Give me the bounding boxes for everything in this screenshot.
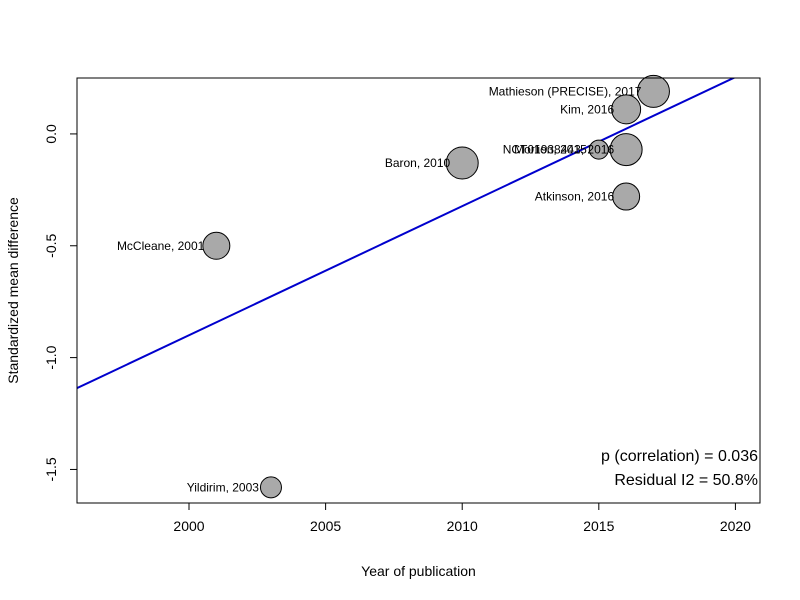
y-tick-label: -1.0: [43, 345, 59, 369]
study-label: McCleane, 2001: [117, 239, 205, 253]
study-label: Atkinson, 2016: [535, 190, 615, 204]
study-label: Kim, 2016: [560, 102, 614, 116]
x-tick-label: 2010: [447, 518, 478, 534]
study-point: [259, 476, 282, 499]
y-tick-label: -0.5: [43, 233, 59, 257]
x-tick-label: 2000: [173, 518, 204, 534]
y-tick-label: -1.5: [43, 457, 59, 481]
correlation-p-annotation: p (correlation) = 0.036: [601, 448, 758, 465]
x-tick-label: 2005: [310, 518, 341, 534]
study-label: Baron, 2010: [385, 156, 451, 170]
study-point: [609, 133, 643, 167]
x-tick-label: 2020: [720, 518, 751, 534]
x-tick-label: 2015: [583, 518, 614, 534]
study-point: [636, 74, 670, 108]
regression-line: [77, 78, 736, 390]
study-label: Morlion, 2015: [514, 143, 587, 157]
study-point: [445, 146, 479, 180]
residual-i2-annotation: Residual I2 = 50.8%: [614, 472, 758, 489]
y-tick-label: 0.0: [43, 124, 59, 144]
study-point: [588, 139, 609, 160]
study-point: [611, 94, 642, 125]
plot-frame: [76, 77, 761, 504]
x-axis-title: Year of publication: [361, 563, 476, 579]
study-label: Mathieson (PRECISE), 2017: [489, 84, 642, 98]
y-axis-title: Standardized mean difference: [5, 197, 21, 384]
study-label: Yildirim, 2003: [187, 480, 260, 494]
study-label: NCT01938443, 2016: [503, 143, 615, 157]
study-point: [612, 182, 641, 211]
study-point: [202, 231, 231, 260]
